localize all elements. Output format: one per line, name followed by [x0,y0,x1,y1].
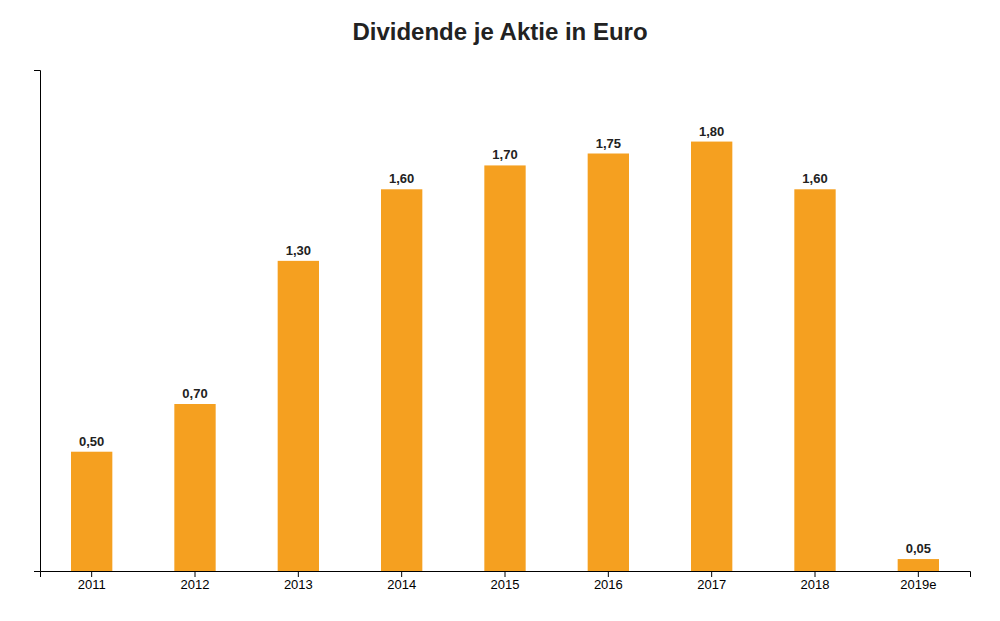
x-tick-label: 2014 [387,577,416,592]
x-tick-mark [195,571,196,577]
x-tick-label: 2016 [594,577,623,592]
x-axis: 2011 2012 2013 2014 2015 2016 2017 2018 2019e [41,571,971,592]
bar [278,261,319,571]
bars [71,142,939,571]
chart-container: Dividende je Aktie in Euro20112012201320… [0,0,1000,621]
data-label: 1,60 [802,171,827,186]
x-tick-label: 2013 [284,577,313,592]
data-label: 1,60 [389,171,414,186]
data-label: 1,70 [492,147,517,162]
y-axis-line [34,71,41,572]
x-tick: 2014 [387,571,416,592]
x-tick-label: 2018 [801,577,830,592]
x-tick-mark [401,571,402,577]
y-axis [34,71,41,572]
x-tick: 2019e [900,571,936,592]
x-tick-label: 2019e [900,577,936,592]
x-tick: 2015 [491,571,520,592]
x-tick-mark [711,571,712,577]
x-tick-mark [608,571,609,577]
x-tick-mark [505,571,506,577]
x-axis-line [41,572,971,578]
x-tick-label: 2011 [78,577,106,592]
bar [794,189,835,571]
x-tick-mark [91,571,92,577]
bar [691,142,732,571]
x-tick: 2017 [697,571,726,592]
data-label: 0,05 [906,541,931,556]
x-tick-mark [815,571,816,577]
x-tick: 2013 [284,571,313,592]
bar [71,452,112,571]
plot-area: 2011 2012 2013 2014 2015 2016 2017 2018 2019e 0,5… [34,71,971,593]
x-tick: 2011 [78,571,106,592]
x-tick: 2018 [801,571,830,592]
data-label: 1,80 [699,124,724,139]
x-tick-label: 2015 [491,577,520,592]
x-tick-mark [918,571,919,577]
bar [484,165,525,571]
bar [174,404,215,571]
chart-svg: Dividende je Aktie in Euro20112012201320… [0,0,1000,621]
data-label: 1,30 [286,243,311,258]
chart-title: Dividende je Aktie in Euro [352,18,647,45]
data-labels: 0,50 0,70 1,30 1,60 1,70 1,75 1,80 1,60 0,05 [79,124,931,557]
data-label: 1,75 [596,136,621,151]
data-label: 0,50 [79,434,104,449]
x-tick-label: 2012 [181,577,210,592]
data-label: 0,70 [182,386,207,401]
x-tick-mark [298,571,299,577]
bar [381,189,422,571]
x-tick: 2012 [181,571,210,592]
x-tick-label: 2017 [697,577,726,592]
bar [588,154,629,572]
bar [898,559,939,571]
x-tick: 2016 [594,571,623,592]
